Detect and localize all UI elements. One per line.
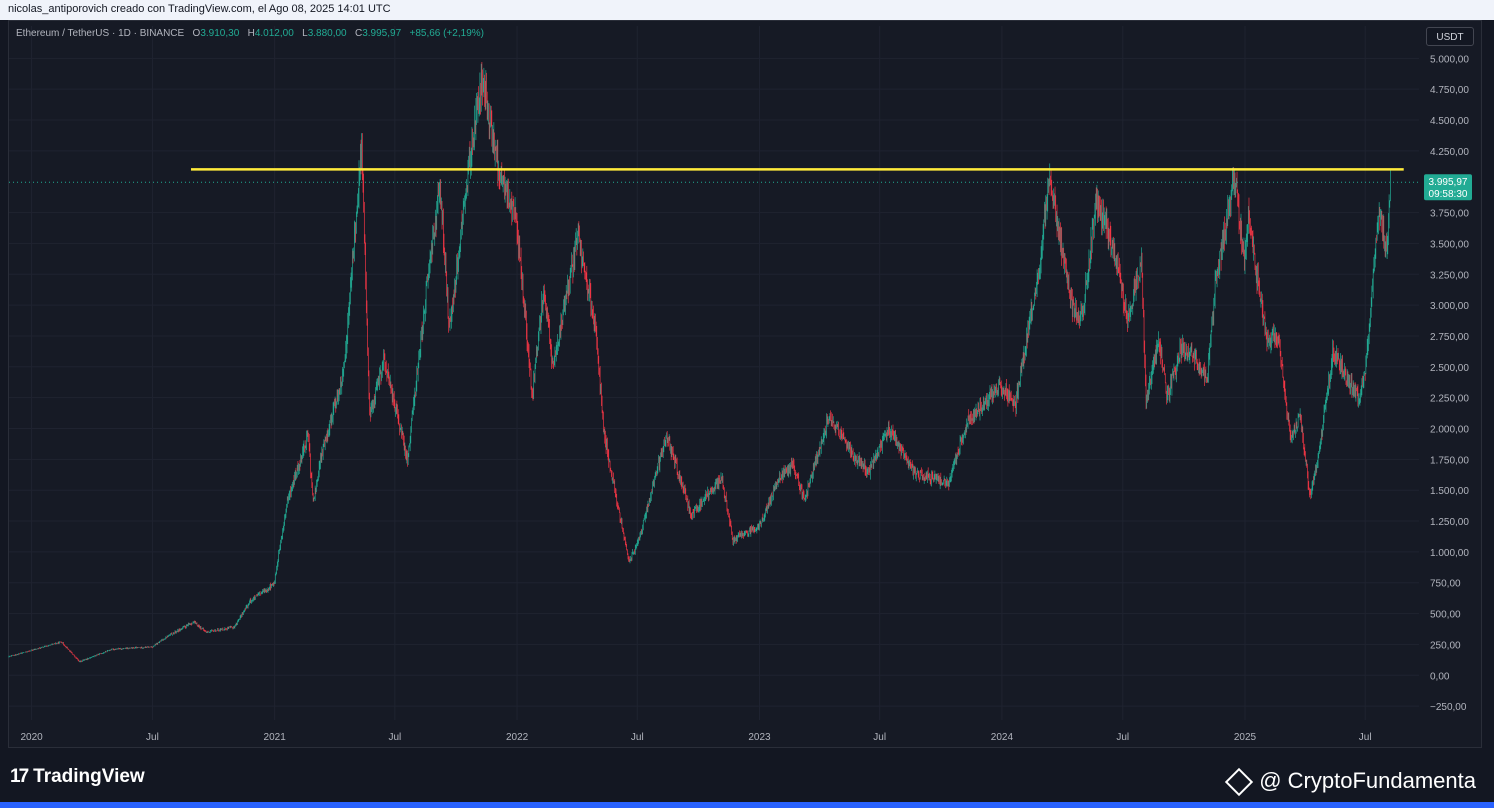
y-tick-label: 3.250,00 <box>1430 270 1469 281</box>
y-tick-label: 3.500,00 <box>1430 239 1469 250</box>
symbol-title[interactable]: Ethereum / TetherUS · 1D · BINANCE <box>16 28 185 39</box>
y-tick-label: 1.250,00 <box>1430 517 1469 528</box>
tradingview-mark-icon: 17 <box>10 766 29 787</box>
x-tick-label: Jul <box>146 732 159 743</box>
footer <box>0 749 1494 808</box>
current-price-text: 3.995,97 <box>1429 177 1468 188</box>
y-tick-label: −250,00 <box>1430 702 1467 713</box>
currency-unit-button[interactable]: USDT <box>1426 27 1474 46</box>
x-tick-label: Jul <box>1116 732 1129 743</box>
low-label: L <box>302 28 308 39</box>
y-tick-label: 5.000,00 <box>1430 54 1469 65</box>
x-tick-label: 2020 <box>20 732 43 743</box>
x-tick-label: 2022 <box>506 732 529 743</box>
x-tick-label: Jul <box>1359 732 1372 743</box>
y-tick-label: 4.750,00 <box>1430 85 1469 96</box>
high-value: 4.012,00 <box>254 28 294 39</box>
x-tick-label: 2021 <box>264 732 287 743</box>
y-tick-label: 4.250,00 <box>1430 147 1469 158</box>
x-tick-label: 2023 <box>748 732 771 743</box>
brand-name: TradingView <box>33 766 145 787</box>
binance-icon <box>1225 768 1254 797</box>
attribution-bar: nicolas_antiporovich creado con TradingV… <box>0 0 1494 20</box>
y-tick-label: 2.000,00 <box>1430 425 1469 436</box>
close-label: C <box>354 28 363 39</box>
close-value: 3.995,97 <box>362 28 402 39</box>
y-tick-label: 2.500,00 <box>1430 363 1469 374</box>
attribution-text: nicolas_antiporovich creado con TradingV… <box>8 3 391 15</box>
y-tick-label: 2.750,00 <box>1430 332 1469 343</box>
change-value: +85,66 (+2,19%) <box>409 28 484 39</box>
symbol-legend: Ethereum / TetherUS · 1D · BINANCE O3.91… <box>16 28 484 39</box>
y-tick-label: 500,00 <box>1430 610 1461 621</box>
current-price-badge <box>1424 174 1472 201</box>
y-tick-label: 4.500,00 <box>1430 116 1469 127</box>
tradingview-logo[interactable]: 17 TradingView <box>10 766 145 788</box>
y-tick-label: 3.750,00 <box>1430 209 1469 220</box>
y-tick-label: 1.500,00 <box>1430 486 1469 497</box>
low-value: 3.880,00 <box>307 28 347 39</box>
countdown-text: 09:58:30 <box>1429 189 1468 200</box>
chart-panel[interactable] <box>8 20 1482 748</box>
y-tick-label: 3.000,00 <box>1430 301 1469 312</box>
author-credit: @ CryptoFundamenta <box>1225 768 1476 797</box>
y-tick-label: 1.750,00 <box>1430 455 1469 466</box>
open-value: 3.910,30 <box>200 28 240 39</box>
high-label: H <box>247 28 255 39</box>
x-tick-label: Jul <box>388 732 401 743</box>
x-tick-label: 2025 <box>1234 732 1257 743</box>
y-tick-label: 2.250,00 <box>1430 394 1469 405</box>
credit-text: @ CryptoFundamenta <box>1259 768 1476 793</box>
y-tick-label: 250,00 <box>1430 640 1461 651</box>
x-tick-label: Jul <box>873 732 886 743</box>
y-tick-label: 0,00 <box>1430 671 1450 682</box>
open-label: O <box>192 28 201 39</box>
y-tick-label: 1.000,00 <box>1430 548 1469 559</box>
y-tick-label: 750,00 <box>1430 579 1461 590</box>
bottom-accent-bar <box>0 802 1494 808</box>
x-tick-label: 2024 <box>991 732 1014 743</box>
x-tick-label: Jul <box>631 732 644 743</box>
